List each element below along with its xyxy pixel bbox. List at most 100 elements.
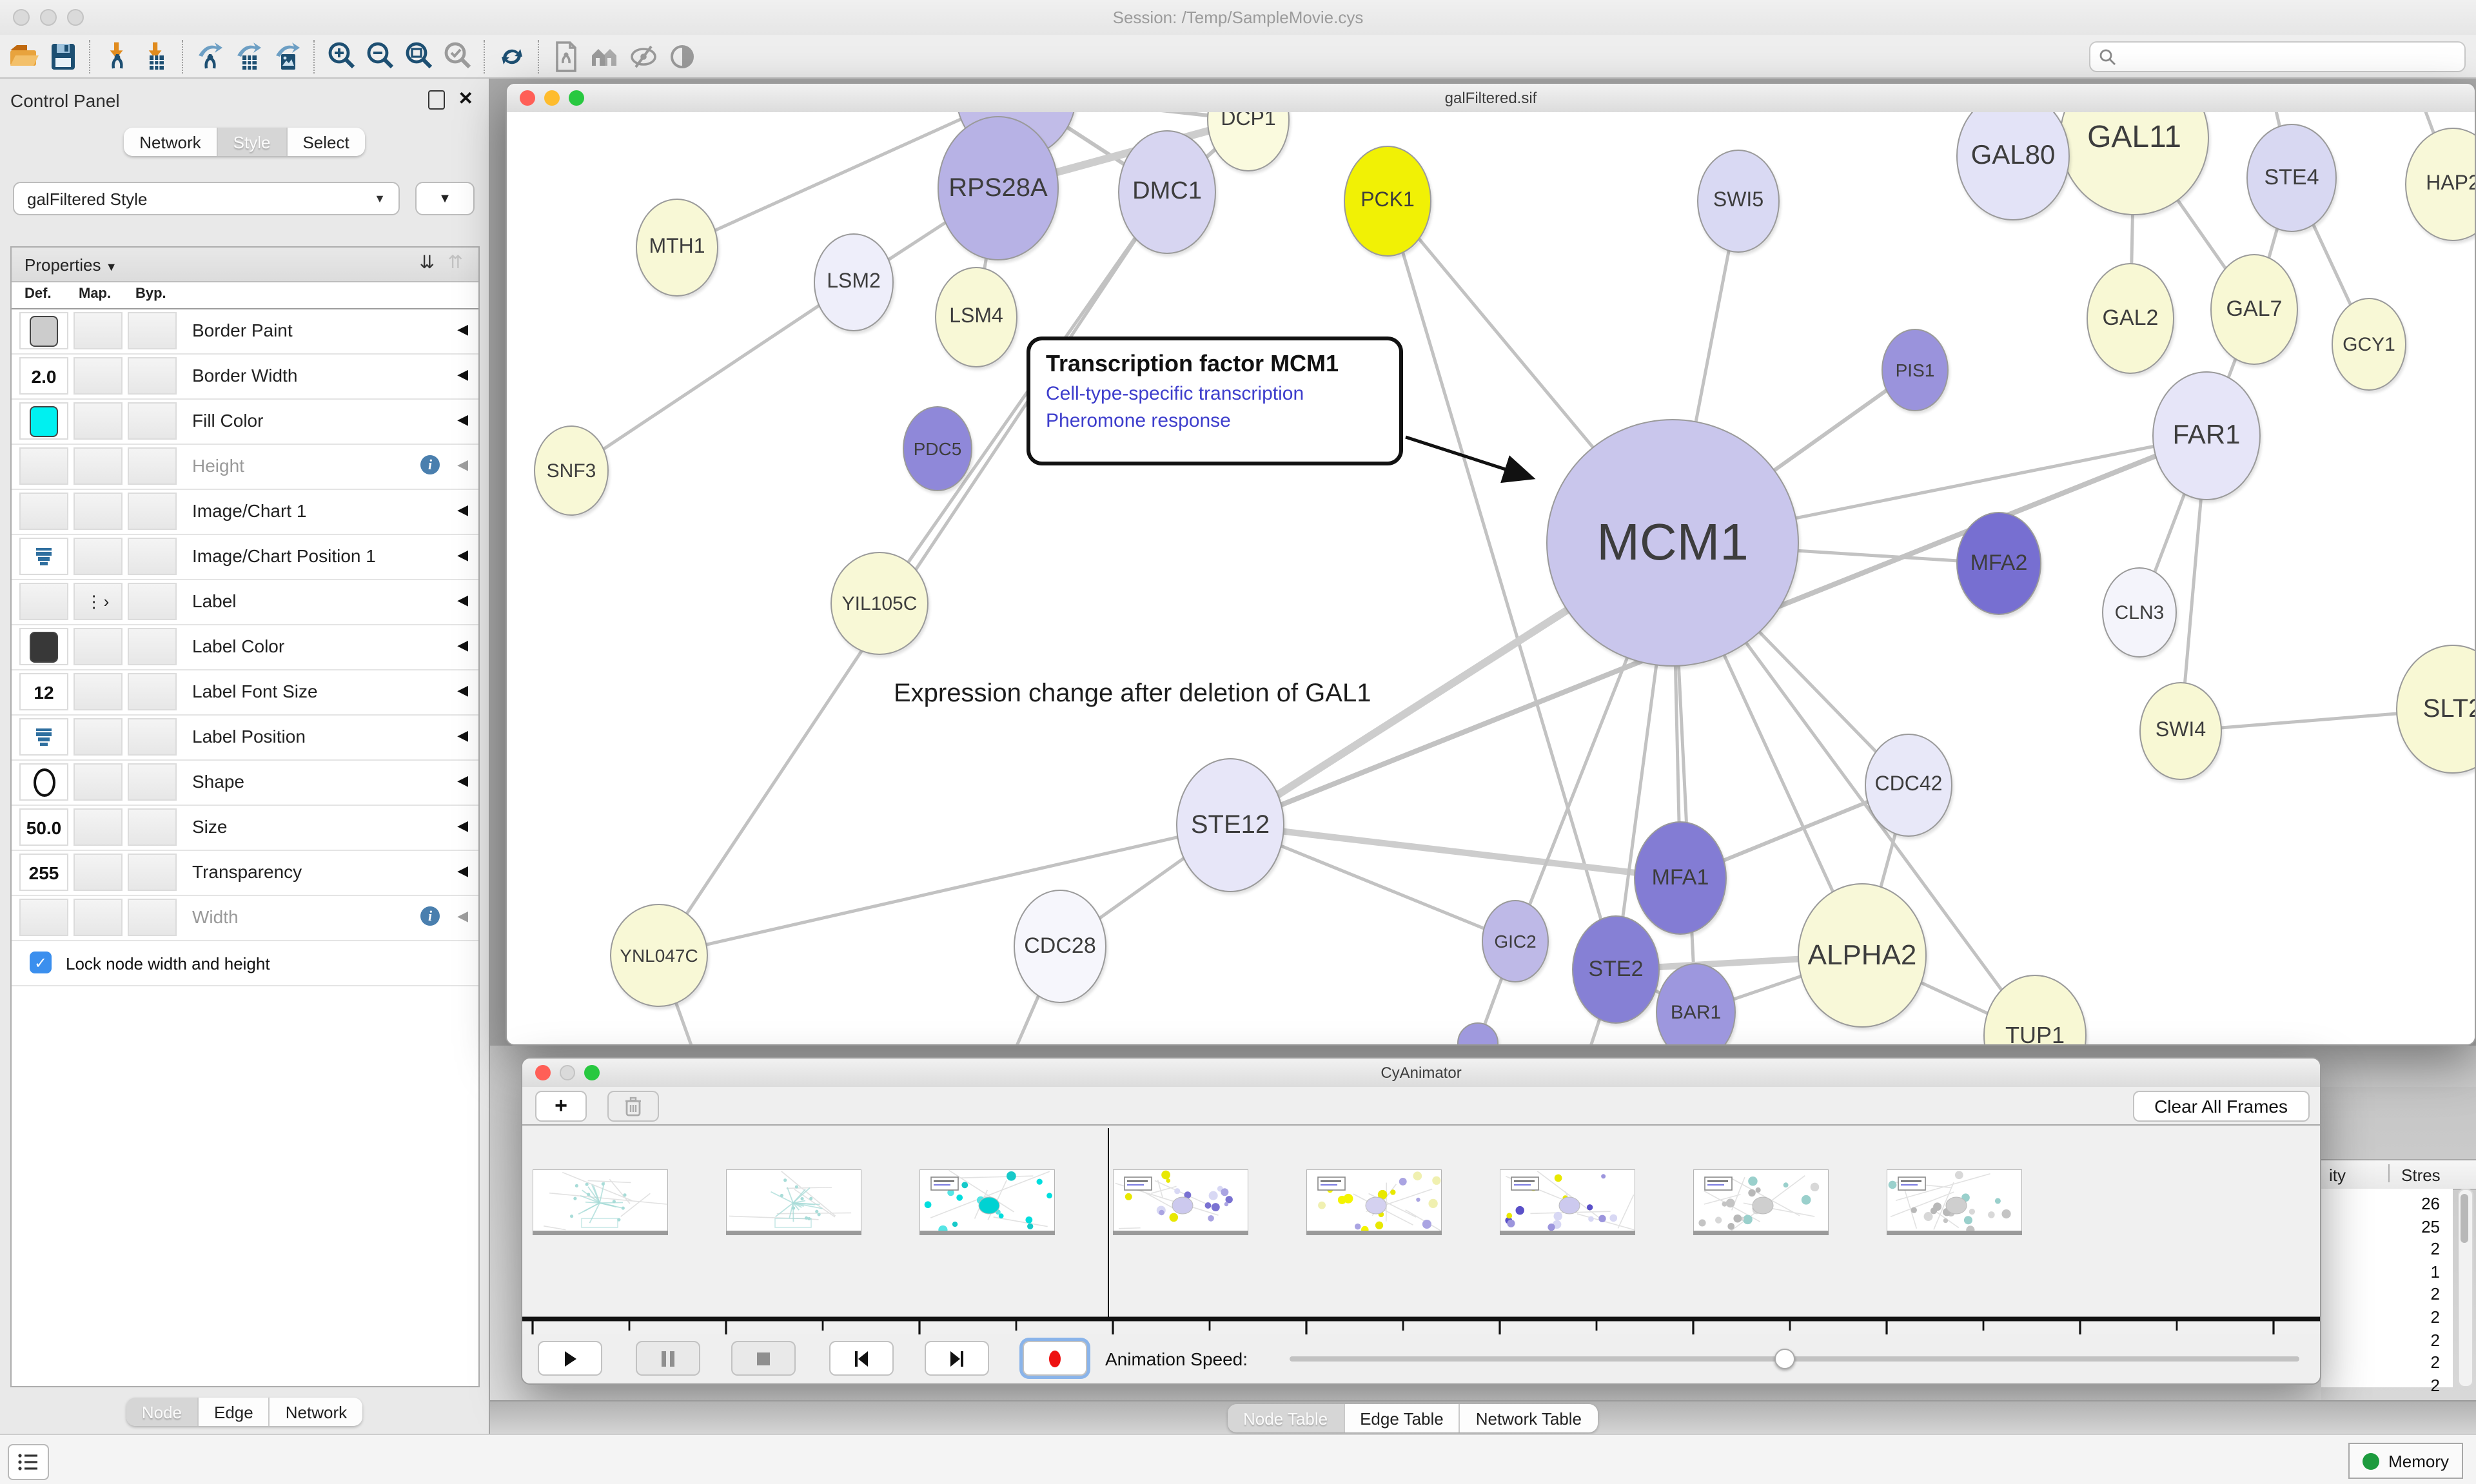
network-node-alpha2[interactable]: ALPHA2 <box>1798 883 1927 1028</box>
import-table-icon[interactable] <box>137 38 175 74</box>
zoom-window-icon[interactable] <box>67 9 84 26</box>
lock-size-checkbox[interactable]: ✓ <box>30 952 52 973</box>
expand-row-icon[interactable]: ◀ <box>457 864 468 879</box>
network-node-dmc1[interactable]: DMC1 <box>1118 130 1216 254</box>
network-node-gal7[interactable]: GAL7 <box>2210 254 2298 365</box>
frame-thumbnail-6[interactable] <box>1693 1169 1829 1236</box>
table-scrollbar[interactable] <box>2458 1189 2473 1387</box>
property-row-size[interactable]: 50.0 Size ◀ <box>12 806 478 851</box>
default-value[interactable]: 50.0 <box>26 817 62 837</box>
network-node-pis1[interactable]: PIS1 <box>1882 329 1949 411</box>
byp-cell[interactable] <box>128 447 177 485</box>
map-cell[interactable] <box>74 312 123 349</box>
app-traffic-lights[interactable] <box>13 9 84 26</box>
import-network-icon[interactable] <box>98 38 137 74</box>
byp-cell[interactable] <box>128 854 177 891</box>
tab-edge[interactable]: Edge <box>199 1398 270 1426</box>
frame-thumbnail-4[interactable] <box>1306 1169 1442 1236</box>
property-row-label-font-size[interactable]: 12 Label Font Size ◀ <box>12 670 478 716</box>
network-node-ste12[interactable]: STE12 <box>1176 758 1284 892</box>
stop-button[interactable] <box>731 1341 796 1376</box>
property-row-shape[interactable]: Shape ◀ <box>12 761 478 806</box>
tab-node-table[interactable]: Node Table <box>1228 1404 1345 1432</box>
default-value[interactable]: 255 <box>28 862 59 883</box>
expand-row-icon[interactable]: ◀ <box>457 593 468 609</box>
network-node-bar1[interactable]: BAR1 <box>1656 963 1736 1044</box>
default-swatch[interactable] <box>30 315 58 346</box>
network-node-hap2[interactable]: HAP2 <box>2405 128 2475 241</box>
style-selector[interactable]: galFiltered Style ▼ <box>13 182 400 215</box>
annotation-box[interactable]: Transcription factor MCM1 Cell-type-spec… <box>1027 337 1403 465</box>
export-table-icon[interactable] <box>230 38 268 74</box>
property-row-border-paint[interactable]: Border Paint ◀ <box>12 309 478 355</box>
byp-cell[interactable] <box>128 899 177 936</box>
close-window-icon[interactable] <box>13 9 30 26</box>
close-panel-icon[interactable]: ✕ <box>458 88 473 108</box>
byp-cell[interactable] <box>128 763 177 801</box>
search-input[interactable] <box>2116 46 2444 67</box>
hide-icon[interactable] <box>624 38 663 74</box>
maximize-icon[interactable] <box>569 90 584 106</box>
network-node-pdc5[interactable]: PDC5 <box>903 406 972 491</box>
prev-frame-button[interactable] <box>829 1341 894 1376</box>
info-icon[interactable]: i <box>420 455 440 474</box>
pause-button[interactable] <box>636 1341 700 1376</box>
expand-row-icon[interactable]: ◀ <box>457 548 468 563</box>
byp-cell[interactable] <box>128 357 177 395</box>
property-row-border-width[interactable]: 2.0 Border Width ◀ <box>12 355 478 400</box>
network-node-yil105c[interactable]: YIL105C <box>830 552 928 655</box>
default-swatch[interactable] <box>30 405 58 436</box>
tab-network[interactable]: Network <box>270 1398 363 1426</box>
byp-cell[interactable] <box>128 493 177 530</box>
expand-row-icon[interactable]: ◀ <box>457 503 468 518</box>
map-cell[interactable] <box>74 673 123 710</box>
properties-header[interactable]: Properties ▼ ⇊ ⇈ <box>12 248 478 282</box>
expand-row-icon[interactable]: ◀ <box>457 819 468 834</box>
network-node-gal2[interactable]: GAL2 <box>2087 263 2174 374</box>
play-button[interactable] <box>538 1341 602 1376</box>
expand-row-icon[interactable]: ◀ <box>457 909 468 924</box>
network-node-ste2[interactable]: STE2 <box>1572 915 1660 1024</box>
tab-edge-table[interactable]: Edge Table <box>1344 1404 1460 1432</box>
network-node-ste4[interactable]: STE4 <box>2246 124 2337 232</box>
def-cell[interactable] <box>19 763 68 801</box>
expand-all-icon[interactable]: ⇊ <box>419 251 435 272</box>
property-row-label-position[interactable]: Label Position ◀ <box>12 716 478 761</box>
map-cell[interactable] <box>74 718 123 756</box>
network-node-cdc42[interactable]: CDC42 <box>1865 734 1952 837</box>
map-cell[interactable] <box>74 899 123 936</box>
network-node-gal80[interactable]: GAL80 <box>1956 112 2070 220</box>
map-cell[interactable] <box>74 538 123 575</box>
network-node-gic2[interactable]: GIC2 <box>1482 900 1549 982</box>
property-row-height[interactable]: Height i ◀ <box>12 445 478 490</box>
close-icon[interactable] <box>535 1065 551 1080</box>
export-image-icon[interactable] <box>268 38 307 74</box>
network-window-titlebar[interactable]: galFiltered.sif <box>507 84 2475 113</box>
def-cell[interactable]: 50.0 <box>19 808 68 846</box>
def-cell[interactable] <box>19 447 68 485</box>
tab-style[interactable]: Style <box>217 128 288 156</box>
clear-all-frames-button[interactable]: Clear All Frames <box>2132 1091 2310 1122</box>
delete-frame-button[interactable] <box>607 1091 659 1122</box>
property-row-image-chart-1[interactable]: Image/Chart 1 ◀ <box>12 490 478 535</box>
minimize-icon[interactable] <box>544 90 560 106</box>
property-row-image-chart-position-1[interactable]: Image/Chart Position 1 ◀ <box>12 535 478 580</box>
collapse-all-icon[interactable]: ⇈ <box>447 251 463 272</box>
default-value[interactable]: 2.0 <box>31 366 57 386</box>
def-cell[interactable] <box>19 628 68 665</box>
network-node-pnode[interactable] <box>1457 1022 1498 1044</box>
cyanimator-titlebar[interactable]: CyAnimator <box>522 1059 2320 1088</box>
byp-cell[interactable] <box>128 628 177 665</box>
property-row-label[interactable]: ⋮› Label ◀ <box>12 580 478 625</box>
byp-cell[interactable] <box>128 402 177 440</box>
tab-node[interactable]: Node <box>126 1398 199 1426</box>
close-icon[interactable] <box>520 90 535 106</box>
style-options-button[interactable]: ▼ <box>415 182 475 215</box>
map-cell[interactable] <box>74 763 123 801</box>
animation-speed-thumb[interactable] <box>1774 1349 1795 1369</box>
map-cell[interactable] <box>74 493 123 530</box>
frame-thumbnail-5[interactable] <box>1499 1169 1636 1236</box>
expand-row-icon[interactable]: ◀ <box>457 638 468 654</box>
memory-button[interactable]: Memory <box>2348 1443 2463 1479</box>
network-text-annotation[interactable]: Expression change after deletion of GAL1 <box>894 679 1371 708</box>
